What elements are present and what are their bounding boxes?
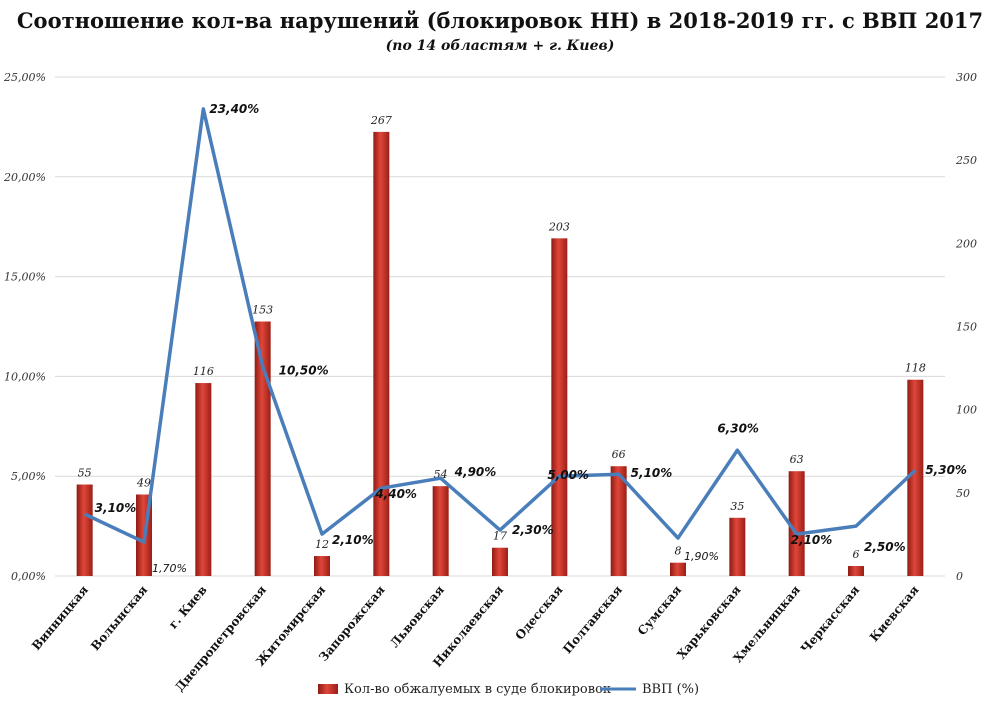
left-axis-tick-label: 10,00% — [4, 370, 46, 383]
category-label: Киевская — [867, 583, 922, 645]
line-value-label: 2,30% — [512, 523, 554, 537]
category-label: Волынская — [88, 583, 150, 653]
line-value-label: 2,10% — [332, 533, 374, 547]
right-axis-tick-label: 250 — [955, 154, 977, 167]
right-axis-tick-label: 100 — [956, 404, 977, 417]
bar — [907, 379, 924, 576]
bar-value-label: 153 — [252, 304, 273, 317]
bar — [314, 556, 330, 576]
line-value-label: 5,00% — [547, 468, 589, 482]
bar — [610, 466, 627, 576]
bar-value-label: 6 — [853, 548, 860, 561]
right-axis-tick-label: 0 — [956, 570, 963, 583]
line-value-label: 6,30% — [717, 421, 759, 435]
legend-line-label: ВВП (%) — [642, 682, 699, 697]
bar — [670, 562, 686, 576]
category-label: Хмельницкая — [731, 583, 803, 666]
bar — [551, 238, 568, 577]
bar — [492, 547, 508, 576]
category-label: Черкасская — [798, 583, 862, 656]
line-value-label: 5,10% — [631, 466, 673, 480]
bar — [195, 383, 212, 576]
category-label: г. Киев — [166, 583, 210, 631]
bar-value-label: 8 — [675, 545, 682, 558]
category-label: Одесская — [512, 583, 565, 643]
line-value-label: 4,40% — [374, 487, 417, 501]
bar-value-label: 116 — [193, 365, 214, 378]
category-label: Харьковская — [674, 583, 743, 662]
bar-value-label: 267 — [370, 114, 392, 127]
left-axis-tick-label: 0,00% — [11, 570, 46, 583]
line-value-label: 1,90% — [684, 550, 719, 563]
left-axis-tick-label: 15,00% — [4, 271, 46, 284]
bar-value-label: 49 — [136, 476, 151, 489]
line-value-label: 23,40% — [209, 102, 259, 116]
line-value-label: 5,30% — [925, 463, 967, 477]
bar-value-label: 12 — [315, 538, 329, 551]
chart-subtitle: (по 14 областям + г. Киев) — [385, 38, 615, 54]
left-axis-tick-label: 25,00% — [3, 71, 46, 84]
chart-title: Соотношение кол-ва нарушений (блокировок… — [16, 8, 984, 33]
category-label: Винницкая — [29, 583, 91, 653]
bar-value-label: 203 — [548, 220, 570, 233]
bar-value-label: 63 — [790, 453, 804, 466]
legend-bar-swatch — [318, 684, 338, 694]
category-label: Полтавская — [560, 583, 625, 656]
category-label: Львовская — [387, 583, 447, 650]
bar — [373, 131, 390, 576]
bar — [848, 566, 864, 576]
line-value-label: 2,10% — [791, 533, 833, 547]
right-axis-tick-label: 150 — [956, 321, 977, 334]
bar-value-label: 17 — [493, 530, 507, 543]
bar — [76, 484, 93, 576]
bar — [729, 517, 746, 576]
bar-value-label: 35 — [730, 500, 744, 513]
bar-value-label: 55 — [78, 467, 92, 480]
category-label: Запорожская — [316, 583, 387, 664]
legend-bar-label: Кол-во обжалуемых в суде блокировок — [344, 682, 611, 697]
line-value-label: 2,50% — [864, 540, 906, 554]
bar — [788, 471, 805, 576]
right-axis-tick-label: 300 — [956, 71, 977, 84]
line-value-label: 10,50% — [279, 363, 329, 377]
bar — [254, 321, 271, 576]
left-axis-tick-label: 5,00% — [11, 470, 46, 483]
line-value-label: 4,90% — [454, 465, 497, 479]
gdp-line — [83, 107, 917, 544]
category-label: Сумская — [635, 583, 685, 638]
line-value-label: 1,70% — [152, 562, 187, 575]
bar-value-label: 66 — [612, 448, 626, 461]
bar-value-label: 118 — [905, 362, 926, 375]
left-axis-tick-label: 20,00% — [3, 171, 46, 184]
right-axis-tick-label: 50 — [956, 487, 970, 500]
bar — [432, 486, 449, 576]
line-value-label: 3,10% — [95, 501, 137, 515]
right-axis-tick-label: 200 — [955, 237, 977, 250]
